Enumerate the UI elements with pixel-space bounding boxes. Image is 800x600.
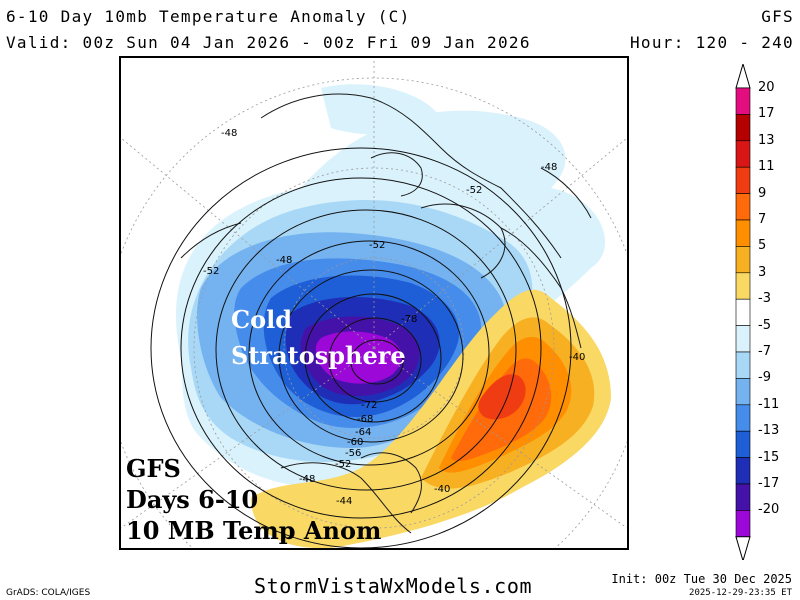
colorbar-label: 7 (758, 212, 767, 227)
contour-label: -64 (355, 427, 371, 438)
annotation-cold: Cold (231, 305, 293, 334)
colorbar-label: -17 (758, 476, 780, 491)
colorbar-label: 13 (758, 132, 775, 148)
colorbar-boxes (735, 62, 751, 563)
colorbar-top-arrow (735, 62, 751, 89)
map-canvas: -48 -48 -52 -52 -48 -52 -78 -40 -72 -68 … (121, 58, 627, 548)
colorbar-box (735, 246, 751, 274)
colorbar-box (735, 378, 751, 406)
annotation-stratosphere: Stratosphere (231, 341, 406, 370)
colorbar-box (735, 272, 751, 300)
colorbar-box (735, 430, 751, 458)
anomaly-cold-17 (315, 331, 402, 384)
contour-label: -78 (401, 314, 417, 325)
contour-label: -56 (345, 448, 361, 459)
model-name: GFS (761, 7, 794, 26)
colorbar-box (735, 510, 751, 538)
contour-label: -40 (569, 352, 585, 363)
map-title: 6-10 Day 10mb Temperature Anomaly (C) (6, 7, 411, 26)
contour-label: -68 (357, 414, 373, 425)
colorbar-label: 3 (758, 264, 767, 280)
info-variable: 10 MB Temp Anom (126, 516, 382, 545)
info-model: GFS (126, 454, 181, 483)
anomaly-cold-3b (321, 84, 441, 135)
contour-label: -44 (336, 496, 352, 507)
colorbar-label: 5 (758, 238, 767, 254)
colorbar-box (735, 114, 751, 142)
contour-label: -48 (299, 474, 315, 485)
contour-label: -48 (276, 255, 292, 266)
contour-label: -40 (434, 484, 450, 495)
temperature-contours (150, 147, 572, 548)
colorbar-box (735, 298, 751, 326)
contour-labels: -48 -48 -52 -52 -48 -52 -78 -40 -72 -68 … (203, 128, 585, 507)
colorbar-label: -7 (758, 344, 771, 359)
contour-label: -60 (347, 437, 363, 448)
timestamp: 2025-12-29-23:35 ET (689, 588, 792, 598)
colorbar-label: -20 (758, 502, 780, 518)
colorbar-box (735, 193, 751, 221)
colorbar-box (735, 483, 751, 511)
contour-label: -52 (203, 266, 219, 277)
colorbar-box (735, 140, 751, 168)
contour-label: -72 (361, 400, 377, 411)
colorbar-label: 17 (758, 106, 775, 122)
contour-label: -52 (369, 240, 385, 251)
forecast-hours: Hour: 120 - 240 (630, 33, 794, 52)
colorbar-label: 9 (758, 185, 767, 201)
anomaly-shading (176, 84, 611, 548)
grads-credit: GrADS: COLA/IGES (6, 588, 91, 598)
info-days: Days 6-10 (126, 485, 259, 514)
colorbar-label: -11 (758, 396, 780, 412)
colorbar-box (735, 87, 751, 115)
contour-label: -52 (335, 459, 351, 470)
colorbar-box (735, 457, 751, 485)
colorbar-box (735, 219, 751, 247)
colorbar-bottom-arrow (735, 536, 751, 563)
init-time: Init: 00z Tue 30 Dec 2025 (611, 572, 792, 586)
anomaly-warm-11 (478, 374, 526, 420)
contour-label: -48 (541, 162, 557, 173)
colorbar-label: -9 (758, 370, 771, 386)
colorbar-label: -3 (758, 291, 771, 307)
colorbar-box (735, 166, 751, 194)
valid-period: Valid: 00z Sun 04 Jan 2026 - 00z Fri 09 … (6, 33, 531, 52)
colorbar-label: 11 (758, 159, 775, 175)
colorbar-box (735, 404, 751, 432)
contour-label: -48 (221, 128, 237, 139)
colorbar-box (735, 325, 751, 353)
site-name: StormVistaWxModels.com (254, 574, 533, 598)
colorbar-box (735, 351, 751, 379)
anomaly-map: -48 -48 -52 -52 -48 -52 -78 -40 -72 -68 … (119, 56, 629, 550)
colorbar: 20 17 13 11 9 7 5 3 -3 -5 -7 -9 -11 -13 -15 -17 -20 (728, 62, 798, 563)
colorbar-label: 20 (758, 80, 775, 95)
coastlines (180, 93, 592, 534)
colorbar-label: -13 (758, 423, 780, 439)
colorbar-label: -15 (758, 449, 780, 465)
contour-label: -52 (466, 185, 482, 196)
colorbar-label: -5 (758, 317, 771, 333)
